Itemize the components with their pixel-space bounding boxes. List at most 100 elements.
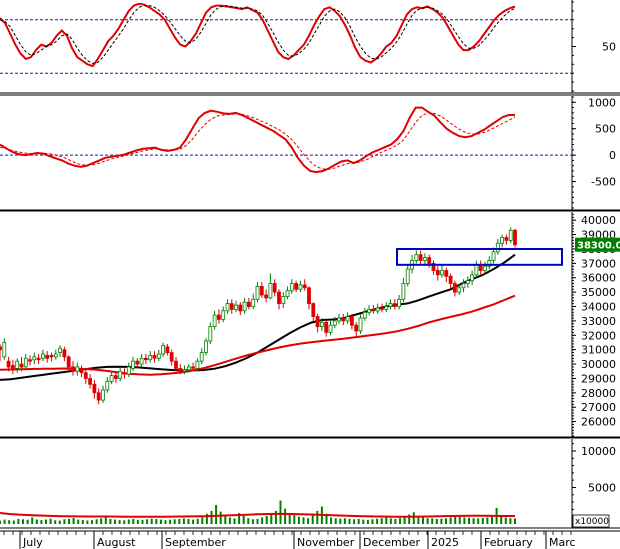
volume-bar xyxy=(210,510,213,524)
y-tick-label: 1000 xyxy=(588,96,616,109)
candle-body xyxy=(384,306,389,310)
resistance-box xyxy=(396,248,563,266)
volume-bar xyxy=(366,519,369,524)
candle-body xyxy=(143,357,148,361)
y-tick-label: 33000 xyxy=(581,315,616,328)
volume-bar xyxy=(468,517,470,524)
candle-body xyxy=(289,283,294,292)
candle-body xyxy=(483,265,487,271)
x-month-label: Marc xyxy=(549,536,576,549)
volume-bar xyxy=(100,518,103,524)
volume-bar xyxy=(504,517,507,524)
volume-bar xyxy=(348,518,351,524)
volume-bar xyxy=(422,517,424,524)
candle-body xyxy=(36,357,41,361)
y-tick-label: 34000 xyxy=(581,301,616,314)
candle-body xyxy=(152,354,157,359)
volume-bar xyxy=(514,518,516,524)
candle-body xyxy=(294,283,299,290)
candle-body xyxy=(139,357,144,365)
signal-line xyxy=(0,5,516,64)
candle-body xyxy=(405,268,410,284)
candle-body xyxy=(174,360,178,369)
volume-bar xyxy=(68,518,70,524)
candle-body xyxy=(311,303,316,317)
volume-bar xyxy=(77,519,80,524)
volume-bar xyxy=(173,519,176,524)
candle-body xyxy=(101,389,105,401)
volume-bar xyxy=(242,516,245,524)
volume-bar xyxy=(265,516,268,524)
candle-body xyxy=(66,356,71,368)
candle-body xyxy=(92,383,97,394)
candle-body xyxy=(32,356,37,361)
candle-body xyxy=(315,316,320,328)
volume-bar xyxy=(297,516,300,524)
candle-body xyxy=(182,369,187,372)
volume-bar xyxy=(481,518,484,524)
candle-body xyxy=(264,294,269,299)
volume-bar xyxy=(215,505,218,524)
candle-body xyxy=(221,310,226,320)
candle-body xyxy=(79,367,84,374)
candle-body xyxy=(341,317,346,322)
candle-body xyxy=(461,283,466,289)
candle-body xyxy=(401,283,406,300)
volume-bar xyxy=(279,500,282,524)
candle-body xyxy=(83,372,88,379)
volume-bar xyxy=(192,519,195,524)
volume-bar xyxy=(376,518,379,524)
candle-body xyxy=(500,237,505,244)
candle-body xyxy=(169,352,174,362)
candle-body xyxy=(165,346,170,353)
volume-bar xyxy=(40,520,43,524)
volume-bar xyxy=(362,519,365,524)
volume-bar xyxy=(256,518,259,524)
candle-body xyxy=(513,229,517,246)
candle-body xyxy=(225,303,230,312)
candle-body xyxy=(6,360,11,368)
volume-bar xyxy=(132,518,135,524)
candle-body xyxy=(105,380,110,391)
volume-bar xyxy=(426,518,429,524)
volume-bar xyxy=(49,518,52,524)
volume-bar xyxy=(435,518,438,524)
volume-bar xyxy=(394,518,397,524)
volume-bar xyxy=(330,517,333,524)
volume-bar xyxy=(509,518,512,524)
volume-bar xyxy=(35,519,38,524)
price-panel: 4000039000380003700036000350003400033000… xyxy=(0,213,620,437)
candle-body xyxy=(135,360,140,365)
volume-bar xyxy=(86,520,89,524)
volume-bar xyxy=(454,516,457,524)
candle-body xyxy=(131,360,135,369)
candle-body xyxy=(259,285,264,296)
volume-bar xyxy=(463,517,466,524)
volume-bar xyxy=(201,517,204,524)
candle-body xyxy=(375,307,380,312)
candle-body xyxy=(212,314,217,328)
x-month-label: August xyxy=(97,536,136,549)
volume-bar xyxy=(458,516,461,524)
volume-bar xyxy=(224,515,227,524)
candle-body xyxy=(272,283,277,293)
candle-body xyxy=(199,352,204,362)
candle-body xyxy=(242,301,247,312)
volume-bar xyxy=(357,519,360,524)
candle-body xyxy=(238,304,243,312)
volume-unit-label: x10000 xyxy=(575,517,609,527)
indicator-line xyxy=(0,106,515,174)
volume-bar xyxy=(91,520,93,524)
candle-body xyxy=(28,359,32,362)
volume-bar xyxy=(22,519,24,524)
candle-body xyxy=(397,298,402,307)
volume-average-line xyxy=(0,512,515,518)
candle-body xyxy=(216,314,221,320)
volume-bar xyxy=(150,518,153,524)
y-tick-label: 26000 xyxy=(581,416,616,429)
y-tick-label: 10000 xyxy=(581,445,616,458)
volume-bar xyxy=(219,511,222,524)
volume-bar xyxy=(182,518,185,524)
candle-body xyxy=(491,251,496,261)
signal-line xyxy=(0,112,516,170)
